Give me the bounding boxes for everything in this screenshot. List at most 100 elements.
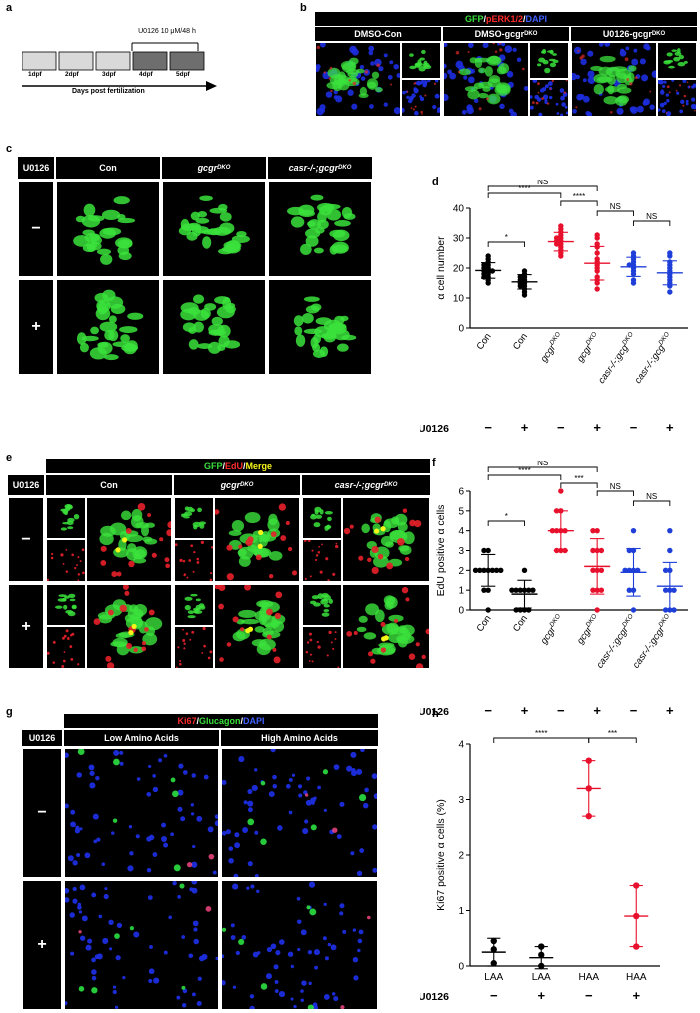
data-point bbox=[598, 587, 605, 593]
day-2: 2dpf bbox=[65, 71, 79, 78]
x-tick-label: LAA bbox=[484, 972, 503, 983]
header-dapi: DAPI bbox=[525, 14, 548, 24]
micrograph-image bbox=[303, 498, 341, 538]
micrograph-image bbox=[65, 881, 218, 1009]
panel-g-label: g bbox=[6, 706, 13, 718]
treatment-sign: − bbox=[557, 703, 565, 718]
treatment-sign: + bbox=[593, 703, 601, 718]
x-tick-label: Con bbox=[511, 613, 530, 634]
treatment-sign: + bbox=[521, 703, 529, 718]
treatment-label: U0126 bbox=[420, 423, 449, 435]
significance-bracket bbox=[487, 241, 525, 247]
micrograph-b-1-dapi bbox=[401, 79, 441, 117]
x-tick-label-main: Con bbox=[475, 331, 494, 352]
y-tick-label: 5 bbox=[458, 506, 464, 517]
panel-b-col-1: DMSO-Con bbox=[315, 27, 441, 41]
data-point bbox=[590, 567, 596, 574]
x-tick-label: LAA bbox=[532, 972, 551, 983]
data-point bbox=[517, 587, 523, 593]
micrograph-image bbox=[343, 585, 429, 668]
x-tick-label-main: gcgr bbox=[539, 342, 559, 364]
treatment-sign: + bbox=[593, 420, 601, 435]
micrograph-image bbox=[175, 627, 213, 668]
panel-c-row-minus: − bbox=[18, 181, 54, 277]
significance-bracket bbox=[487, 192, 562, 198]
day-1: 1dpf bbox=[28, 71, 42, 78]
x-tick-label-main: gcgr bbox=[575, 624, 595, 646]
x-tick-label-main: casr-/-;gcg bbox=[596, 342, 631, 386]
header-sep: / bbox=[240, 716, 244, 726]
treatment-sign: − bbox=[490, 988, 498, 1003]
micrograph-e-gcgr-plus-edu bbox=[174, 626, 214, 669]
micrograph-image bbox=[175, 540, 213, 581]
micrograph-image bbox=[175, 585, 213, 625]
panel-e-col-1: Con bbox=[46, 475, 172, 495]
y-tick-label: 1 bbox=[458, 906, 464, 917]
micrograph-image bbox=[222, 749, 377, 877]
data-point bbox=[513, 607, 519, 613]
treatment-sign: − bbox=[585, 988, 593, 1003]
panel-c-row-header: U0126 bbox=[18, 157, 54, 179]
y-tick-label: 20 bbox=[453, 264, 465, 275]
y-axis-label: Ki67 positive α cells (%) bbox=[435, 799, 447, 911]
micrograph-image bbox=[269, 182, 371, 276]
header-sep: / bbox=[243, 461, 246, 471]
day-4: 4dpf bbox=[139, 71, 153, 78]
panel-f-label: f bbox=[432, 457, 436, 469]
micrograph-c-casr-plus bbox=[268, 279, 372, 375]
micrograph-e-gcgr-plus-gfp bbox=[174, 584, 214, 626]
col-sup: DKO bbox=[240, 482, 254, 488]
header-glucagon: Glucagon bbox=[198, 716, 241, 726]
col-sup: DKO bbox=[384, 482, 398, 488]
timeline-axis-label: Days post fertilization bbox=[72, 88, 145, 95]
micrograph-image bbox=[269, 280, 371, 374]
panel-b-header: GFP / pERK1/2/DAPI bbox=[315, 12, 697, 26]
row-sign: + bbox=[31, 318, 41, 335]
panel-b-col-2: DMSO-gcgr DKO bbox=[443, 27, 569, 41]
x-tick-label-sup: DKO bbox=[548, 331, 562, 347]
col-sup: DKO bbox=[524, 31, 538, 37]
row-sign: − bbox=[31, 220, 41, 237]
micrograph-e-casr-plus-edu bbox=[302, 626, 342, 669]
micrograph-image bbox=[572, 43, 656, 116]
row-sign: + bbox=[21, 617, 31, 635]
row-sign: + bbox=[37, 936, 47, 953]
x-tick-label: gcgrDKO bbox=[574, 613, 603, 647]
header-sep: / bbox=[523, 14, 526, 24]
significance-label: NS bbox=[646, 492, 657, 501]
x-tick-label-main: gcgr bbox=[539, 624, 559, 646]
data-point bbox=[513, 587, 519, 593]
data-point bbox=[590, 547, 596, 554]
x-tick-label-sup: DKO bbox=[657, 613, 671, 629]
data-point bbox=[667, 527, 673, 534]
panel-g-row-plus: + bbox=[22, 880, 62, 1010]
micrograph-c-con-minus bbox=[56, 181, 160, 277]
micrograph-image bbox=[343, 498, 429, 581]
panel-e-col-3: casr-/-;gcgr DKO bbox=[302, 475, 430, 495]
col-sup: DKO bbox=[217, 165, 231, 171]
significance-label: NS bbox=[610, 482, 621, 491]
data-point bbox=[630, 527, 637, 534]
treatment-sign: − bbox=[630, 420, 638, 435]
micrograph-image bbox=[530, 80, 568, 116]
micrograph-image bbox=[215, 585, 299, 668]
panel-e-row-minus: − bbox=[8, 497, 44, 582]
micrograph-b-2-merge bbox=[443, 42, 529, 117]
x-tick-label-sup: DKO bbox=[621, 331, 635, 347]
panel-a-label: a bbox=[6, 2, 13, 14]
col-label: casr-/-;gcgr bbox=[288, 163, 339, 173]
panel-c-col-3: casr-/-;gcgr DKO bbox=[268, 157, 372, 179]
micrograph-image bbox=[57, 280, 159, 374]
significance-label: **** bbox=[573, 192, 585, 201]
micrograph-image bbox=[444, 43, 528, 116]
micrograph-b-2-dapi bbox=[529, 79, 569, 117]
x-tick-label: gcgrDKO bbox=[574, 331, 603, 365]
treatment-sign: − bbox=[630, 703, 638, 718]
micrograph-image bbox=[163, 280, 265, 374]
data-point bbox=[521, 567, 528, 574]
significance-bracket bbox=[633, 500, 671, 506]
micrograph-image bbox=[175, 498, 213, 538]
data-point bbox=[553, 235, 560, 241]
treatment-sign: + bbox=[666, 420, 674, 435]
data-point bbox=[590, 527, 596, 534]
